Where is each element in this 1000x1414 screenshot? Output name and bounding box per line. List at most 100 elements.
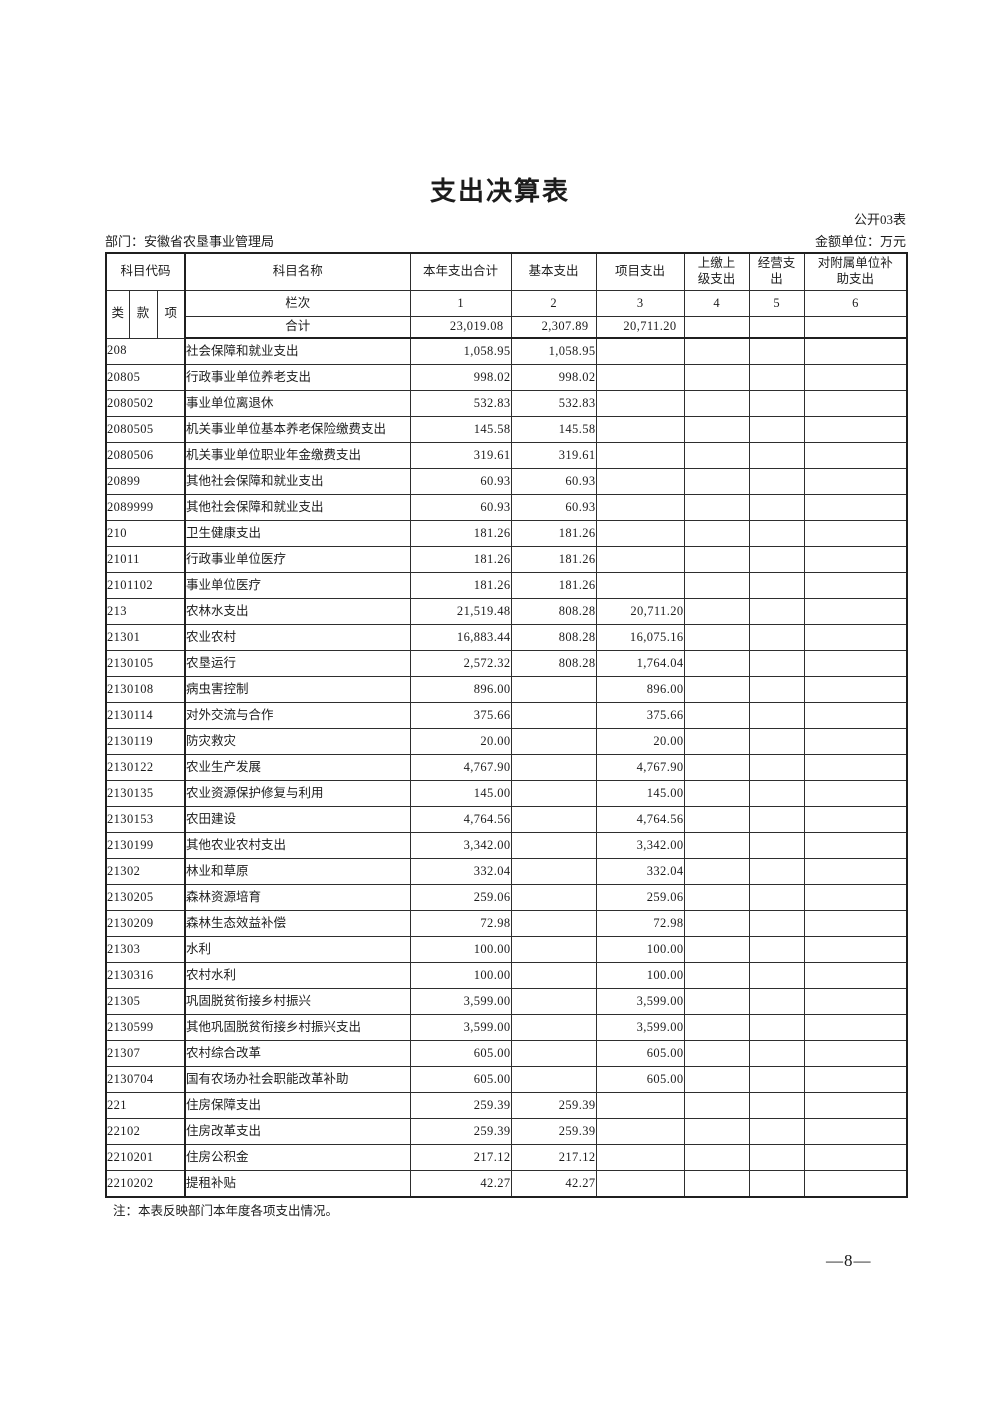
project-expenditure-cell: 1,764.04: [595, 650, 685, 677]
paid-to-superior-cell: [683, 364, 750, 391]
project-expenditure-cell: [595, 364, 685, 391]
year-total-cell: 181.26: [409, 572, 512, 599]
paid-to-superior-cell: [683, 650, 750, 677]
subject-code-cell: 2080506: [105, 442, 187, 469]
project-expenditure-cell: 3,342.00: [595, 832, 685, 859]
subject-code-cell: 2130704: [105, 1066, 187, 1093]
basic-expenditure-cell: 181.26: [510, 520, 597, 547]
project-expenditure-cell: 16,075.16: [595, 624, 685, 651]
subject-name-cell: 其他社会保障和就业支出: [184, 494, 411, 521]
paid-to-superior-cell: [683, 416, 750, 443]
affiliated-subsidy-cell: [803, 962, 908, 989]
paid-to-superior-cell: [683, 390, 750, 417]
table-row: 21307 农村综合改革 605.00 605.00: [105, 1040, 908, 1067]
year-total-cell: 605.00: [409, 1066, 512, 1093]
subject-name-cell: 巩固脱贫衔接乡村振兴: [184, 988, 411, 1015]
subject-code-cell: 2089999: [105, 494, 187, 521]
basic-expenditure-cell: [510, 702, 597, 729]
subject-name-cell: 住房改革支出: [184, 1118, 411, 1145]
table-row: 21301 农业农村 16,883.44 808.28 16,075.16: [105, 624, 908, 651]
year-total-cell: 2,572.32: [409, 650, 512, 677]
paid-to-superior-cell: [683, 546, 750, 573]
subject-name-cell: 农垦运行: [184, 650, 411, 677]
subject-name-cell: 事业单位离退休: [184, 390, 411, 417]
subject-name-cell: 行政事业单位养老支出: [184, 364, 411, 391]
table-row: 2101102 事业单位医疗 181.26 181.26: [105, 572, 908, 599]
basic-expenditure-cell: 259.39: [510, 1092, 597, 1119]
subject-name-cell: 机关事业单位职业年金缴费支出: [184, 442, 411, 469]
basic-expenditure-cell: 42.27: [510, 1170, 597, 1198]
affiliated-subsidy-cell: [803, 728, 908, 755]
affiliated-subsidy-cell: [803, 520, 908, 547]
subject-code-cell: 213: [105, 598, 187, 625]
affiliated-subsidy-cell: [803, 832, 908, 859]
paid-to-superior-cell: [683, 702, 750, 729]
operating-expenditure-cell: [748, 676, 805, 703]
year-total-cell: 145.58: [409, 416, 512, 443]
paid-to-superior-cell: [683, 806, 750, 833]
operating-expenditure-cell: [748, 546, 805, 573]
subject-code-cell: 2130205: [105, 884, 187, 911]
header-col-3: 3: [595, 290, 685, 317]
operating-expenditure-cell: [748, 806, 805, 833]
affiliated-subsidy-cell: [803, 442, 908, 469]
subject-code-cell: 21307: [105, 1040, 187, 1067]
operating-expenditure-cell: [748, 1170, 805, 1198]
department-label: 部门：安徽省农垦事业管理局: [105, 234, 275, 249]
subject-code-cell: 210: [105, 520, 187, 547]
expenditure-table: 科目代码 科目名称 本年支出合计 基本支出 项目支出 上缴上 级支出 经营支 出…: [105, 252, 909, 1198]
affiliated-subsidy-cell: [803, 1066, 908, 1093]
operating-expenditure-cell: [748, 884, 805, 911]
affiliated-subsidy-cell: [803, 988, 908, 1015]
subject-name-cell: 农村综合改革: [184, 1040, 411, 1067]
operating-expenditure-cell: [748, 832, 805, 859]
year-total-cell: 3,599.00: [409, 988, 512, 1015]
table-row: 210 卫生健康支出 181.26 181.26: [105, 520, 908, 547]
subject-name-cell: 农业生产发展: [184, 754, 411, 781]
affiliated-subsidy-cell: [803, 546, 908, 573]
operating-expenditure-cell: [748, 936, 805, 963]
operating-expenditure-cell: [748, 962, 805, 989]
subject-name-cell: 农业资源保护修复与利用: [184, 780, 411, 807]
operating-expenditure-cell: [748, 1118, 805, 1145]
paid-to-superior-cell: [683, 1144, 750, 1171]
year-total-cell: 100.00: [409, 962, 512, 989]
operating-expenditure-cell: [748, 650, 805, 677]
basic-expenditure-cell: 60.93: [510, 468, 597, 495]
total-row: 合计 23,019.08 2,307.89 20,711.20: [106, 316, 908, 339]
basic-expenditure-cell: [510, 936, 597, 963]
affiliated-subsidy-cell: [803, 936, 908, 963]
project-expenditure-cell: 332.04: [595, 858, 685, 885]
paid-to-superior-cell: [683, 337, 750, 365]
subject-code-cell: 20899: [105, 468, 187, 495]
project-expenditure-cell: [595, 1144, 685, 1171]
subject-name-cell: 住房保障支出: [184, 1092, 411, 1119]
table-row: 208 社会保障和就业支出 1,058.95 1,058.95: [105, 337, 908, 365]
paid-to-superior-cell: [683, 832, 750, 859]
header-column-label: 栏次: [184, 290, 411, 317]
header-col-2: 2: [510, 290, 597, 317]
year-total-cell: 896.00: [409, 676, 512, 703]
page-title: 支出决算表: [429, 176, 570, 206]
subject-code-cell: 21301: [105, 624, 187, 651]
subject-name-cell: 社会保障和就业支出: [184, 337, 411, 365]
affiliated-subsidy-cell: [803, 1014, 908, 1041]
year-total-cell: 217.12: [409, 1144, 512, 1171]
table-row: 2130209 森林生态效益补偿 72.98 72.98: [105, 910, 908, 937]
table-row: 2130316 农村水利 100.00 100.00: [105, 962, 908, 989]
affiliated-subsidy-cell: [803, 910, 908, 937]
basic-expenditure-cell: 145.58: [510, 416, 597, 443]
operating-expenditure-cell: [748, 728, 805, 755]
subject-code-cell: 208: [105, 337, 187, 365]
basic-expenditure-cell: 259.39: [510, 1118, 597, 1145]
year-total-cell: 259.39: [409, 1118, 512, 1145]
total-operating-value: [748, 316, 805, 339]
project-expenditure-cell: 605.00: [595, 1040, 685, 1067]
paid-to-superior-cell: [683, 442, 750, 469]
project-expenditure-cell: 375.66: [595, 702, 685, 729]
subject-name-cell: 防灾救灾: [184, 728, 411, 755]
subject-name-cell: 其他巩固脱贫衔接乡村振兴支出: [184, 1014, 411, 1041]
table-row: 2130704 国有农场办社会职能改革补助 605.00 605.00: [105, 1066, 908, 1093]
operating-expenditure-cell: [748, 754, 805, 781]
table-row: 2210202 提租补贴 42.27 42.27: [105, 1170, 908, 1198]
